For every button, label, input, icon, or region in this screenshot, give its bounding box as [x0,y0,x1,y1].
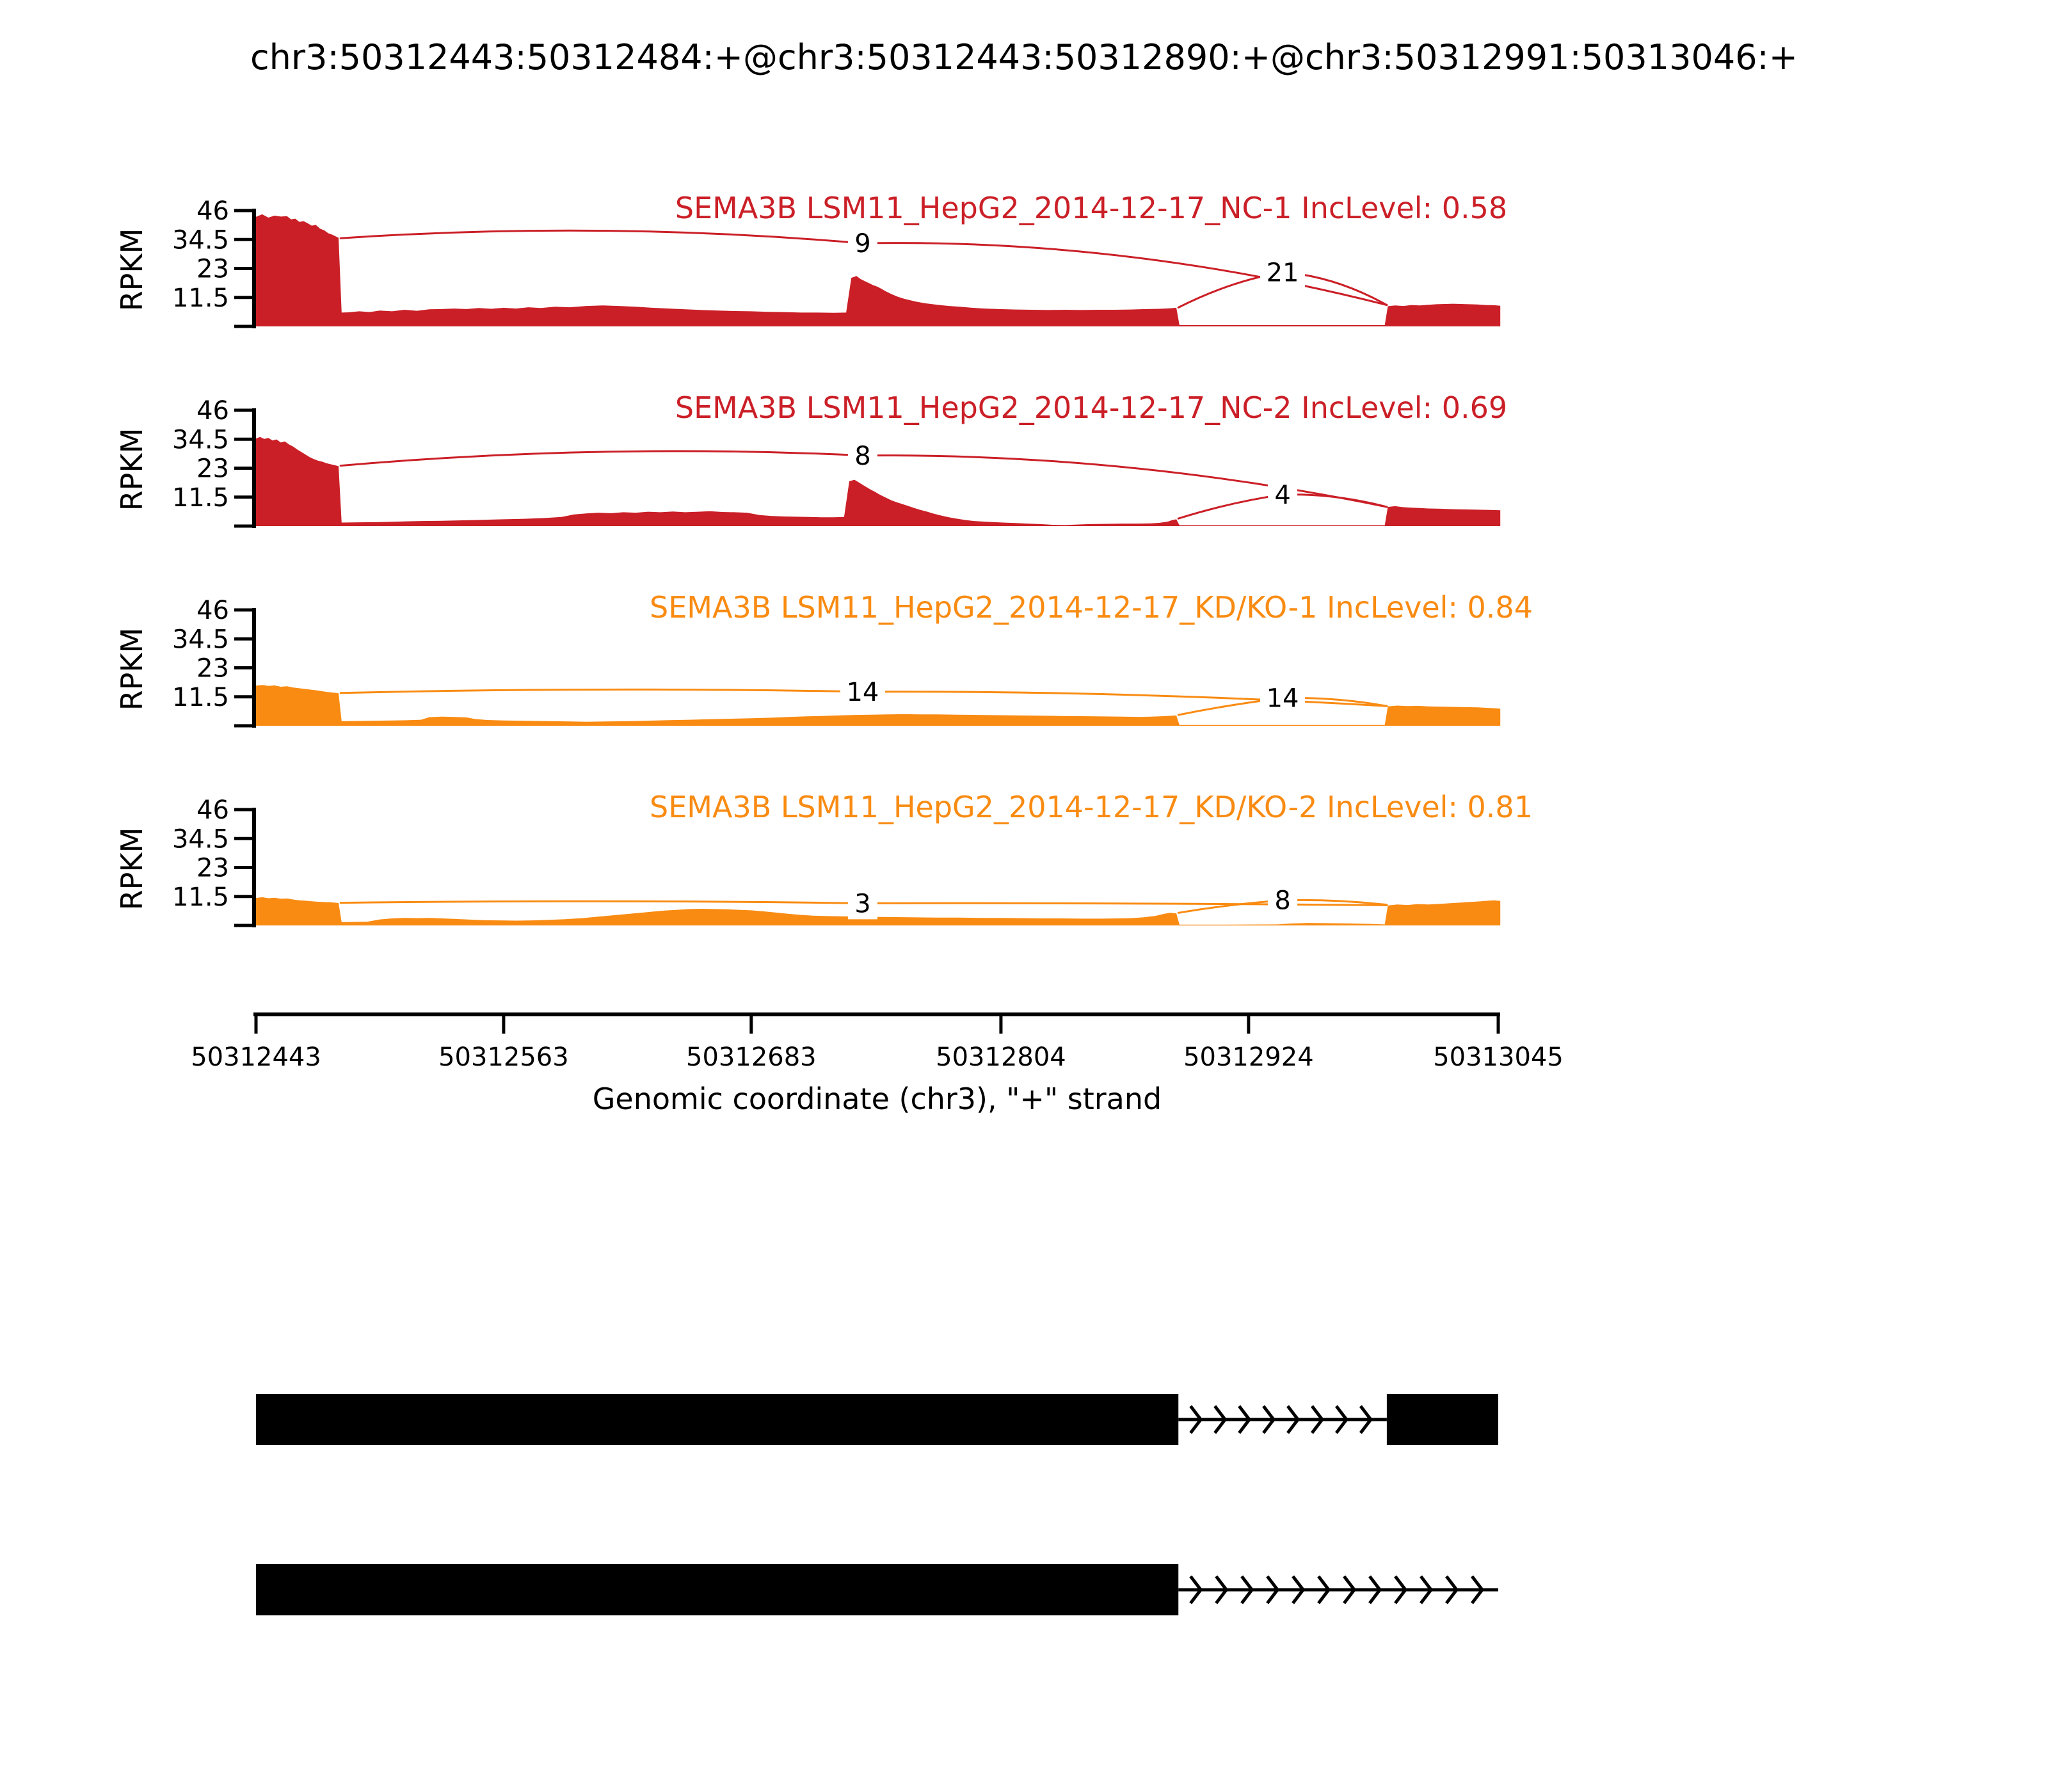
track-title: SEMA3B LSM11_HepG2_2014-12-17_KD/KO-1 In… [650,590,1533,625]
strand-chevron-icon [1189,1405,1203,1434]
strand-chevron-icon [1189,1575,1203,1604]
rpkm-axis-label: RPKM [115,428,149,511]
y-tick-label: 46 [196,596,229,625]
coverage-area [256,685,1501,726]
figure-title: chr3:50312443:50312484:+@chr3:50312443:5… [250,37,1798,77]
junction-count-label: 3 [854,889,870,918]
track-title: SEMA3B LSM11_HepG2_2014-12-17_NC-1 IncLe… [675,191,1507,225]
strand-chevron-icon [1334,1405,1349,1434]
junction-count-label: 14 [846,678,879,707]
strand-chevron-icon [1238,1405,1252,1434]
transcript-row [256,1394,1498,1445]
y-tick-label: 34.5 [172,425,229,454]
track-title: SEMA3B LSM11_HepG2_2014-12-17_NC-2 IncLe… [675,390,1507,425]
junction-count-label: 21 [1267,258,1299,287]
coverage-area [256,214,1501,326]
y-tick-label: 34.5 [172,225,229,255]
junction-count-label: 8 [1274,886,1290,916]
strand-chevron-icon [1262,1405,1276,1434]
y-tick-label: 23 [196,454,229,484]
y-tick-label: 23 [196,255,229,284]
strand-chevron-icon [1420,1575,1434,1604]
strand-chevron-icon [1368,1575,1382,1604]
y-tick-label: 11.5 [172,683,229,712]
strand-chevron-icon [1311,1405,1325,1434]
rpkm-axis-label: RPKM [115,628,149,711]
strand-chevron-icon [1240,1575,1254,1604]
strand-chevron-icon [1266,1575,1280,1604]
x-tick-label: 50312924 [1183,1043,1314,1072]
junction-count-bg [847,227,877,260]
y-tick-label: 34.5 [172,824,229,854]
strand-chevron-icon [1286,1405,1300,1434]
rpkm-axis-label: RPKM [115,828,149,911]
junction-count-bg [840,675,885,708]
strand-chevron-icon [1343,1575,1357,1604]
strand-chevron-icon [1317,1575,1331,1604]
y-tick-label: 34.5 [172,625,229,654]
y-tick-label: 46 [196,396,229,426]
strand-chevron-icon [1471,1575,1485,1604]
y-tick-label: 46 [196,796,229,825]
strand-chevron-icon [1394,1575,1408,1604]
coverage-area [256,897,1501,925]
junction-count-bg [847,887,877,920]
strand-chevron-icon [1292,1575,1306,1604]
transcript-exon [1386,1394,1498,1445]
junction-count-label: 8 [854,442,870,471]
x-tick-label: 50312683 [686,1043,817,1072]
junction-count-label: 4 [1274,481,1290,510]
junction-count-bg [1268,884,1298,916]
junction-count-label: 9 [854,229,870,259]
x-tick-label: 50313045 [1433,1043,1564,1072]
y-tick-label: 11.5 [172,883,229,912]
transcript-exon [256,1564,1179,1615]
y-tick-label: 46 [196,196,229,226]
junction-count-bg [1260,256,1306,289]
y-tick-label: 23 [196,654,229,684]
x-axis-title: Genomic coordinate (chr3), "+" strand [593,1082,1162,1116]
junction-count-label: 14 [1267,684,1299,714]
strand-chevron-icon [1215,1575,1229,1604]
x-tick-label: 50312443 [191,1043,321,1072]
junction-count-bg [1260,682,1306,714]
strand-chevron-icon [1213,1405,1228,1434]
x-tick-label: 50312804 [936,1043,1066,1072]
transcript-exon [256,1394,1179,1445]
y-tick-label: 23 [196,854,229,883]
rpkm-axis-label: RPKM [115,228,149,312]
x-axis: 50312443 50312563 50312683 50312804 50312924… [191,1012,1564,1116]
coverage-area [256,436,1501,526]
x-tick-label: 50312563 [438,1043,569,1072]
junction-count-bg [847,439,877,472]
strand-chevron-icon [1359,1405,1373,1434]
track-title: SEMA3B LSM11_HepG2_2014-12-17_KD/KO-2 In… [650,790,1533,824]
transcript-row [256,1564,1498,1615]
y-tick-label: 11.5 [172,284,229,313]
y-tick-label: 11.5 [172,483,229,513]
junction-count-bg [1268,478,1298,511]
strand-chevron-icon [1445,1575,1459,1604]
